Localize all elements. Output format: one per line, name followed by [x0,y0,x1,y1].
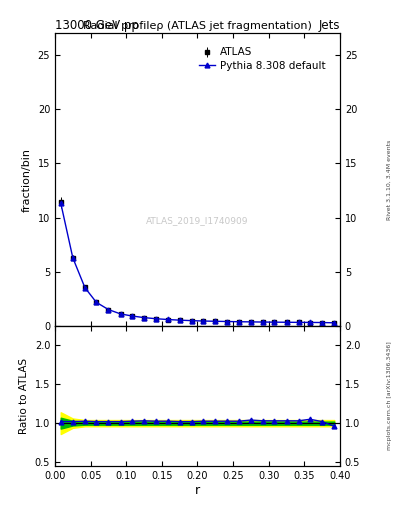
Text: ATLAS_2019_I1740909: ATLAS_2019_I1740909 [146,216,249,225]
Pythia 8.308 default [189,317,194,324]
Y-axis label: Ratio to ATLAS: Ratio to ATLAS [19,358,29,434]
Pythia 8.308 default [296,319,301,326]
Pythia 8.308 default [284,319,289,325]
Pythia 8.308 default [118,311,123,317]
Pythia 8.308 default [332,319,336,326]
Pythia 8.308 default [165,316,170,323]
Text: 13000 GeV pp: 13000 GeV pp [55,19,139,32]
Line: Pythia 8.308 default: Pythia 8.308 default [58,201,337,325]
X-axis label: r: r [195,483,200,497]
Pythia 8.308 default [142,314,147,321]
Text: Jets: Jets [318,19,340,32]
Pythia 8.308 default [225,318,230,325]
Pythia 8.308 default [272,319,277,325]
Text: mcplots.cern.ch [arXiv:1306.3436]: mcplots.cern.ch [arXiv:1306.3436] [387,342,392,451]
Pythia 8.308 default [213,318,218,325]
Pythia 8.308 default [94,299,99,305]
Legend: ATLAS, Pythia 8.308 default: ATLAS, Pythia 8.308 default [196,45,329,74]
Pythia 8.308 default [308,319,312,326]
Pythia 8.308 default [248,319,253,325]
Pythia 8.308 default [70,255,75,261]
Pythia 8.308 default [130,313,134,319]
Y-axis label: fraction/bin: fraction/bin [22,147,32,211]
Pythia 8.308 default [201,318,206,324]
Pythia 8.308 default [83,285,87,291]
Pythia 8.308 default [237,318,241,325]
Pythia 8.308 default [177,317,182,323]
Pythia 8.308 default [59,200,63,206]
Title: Radial profileρ (ATLAS jet fragmentation): Radial profileρ (ATLAS jet fragmentation… [83,21,312,31]
Text: Rivet 3.1.10, 3.4M events: Rivet 3.1.10, 3.4M events [387,139,392,220]
Pythia 8.308 default [106,307,111,313]
Pythia 8.308 default [261,319,265,325]
Pythia 8.308 default [320,319,325,326]
Pythia 8.308 default [154,316,158,322]
